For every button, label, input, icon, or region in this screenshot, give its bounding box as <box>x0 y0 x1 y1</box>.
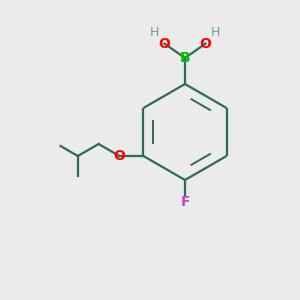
Text: F: F <box>180 195 190 209</box>
Text: B: B <box>180 51 190 65</box>
Text: O: O <box>159 37 170 51</box>
Text: O: O <box>200 37 211 51</box>
Text: O: O <box>113 149 125 163</box>
Text: H: H <box>150 26 159 39</box>
Text: H: H <box>211 26 220 39</box>
